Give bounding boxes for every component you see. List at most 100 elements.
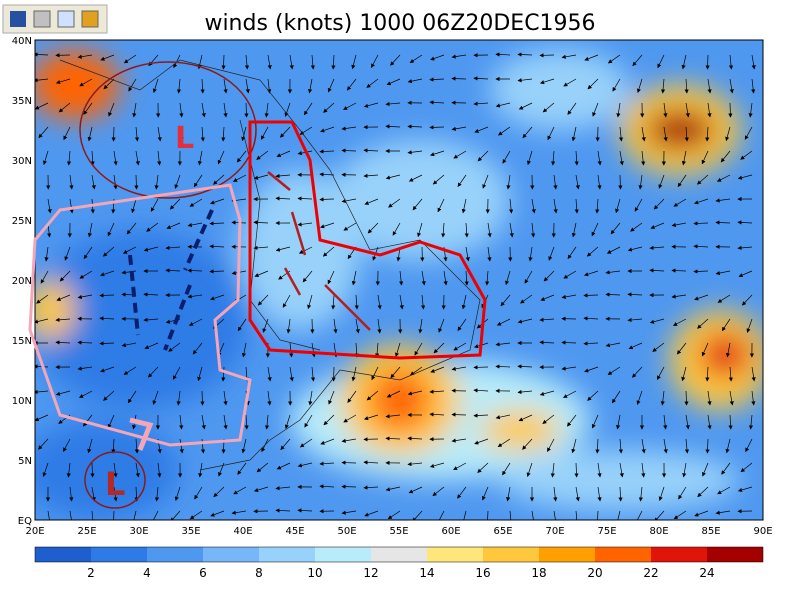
wind-arrow	[542, 102, 555, 113]
wind-arrow	[729, 78, 734, 94]
wind-arrow	[482, 174, 489, 189]
wind-arrow	[386, 390, 401, 398]
wind-arrow	[331, 294, 336, 310]
wind-arrow	[127, 390, 137, 404]
wind-arrow	[715, 510, 731, 515]
wind-arrow	[232, 174, 247, 182]
wind-arrow	[366, 78, 379, 88]
wind-arrow	[412, 198, 423, 211]
wind-arrow	[304, 414, 313, 428]
wind-arrow	[751, 54, 756, 70]
wind-arrow	[286, 318, 291, 334]
wind-arrow	[367, 222, 379, 234]
colorbar-swatch	[259, 547, 315, 562]
wind-arrow	[539, 390, 555, 396]
export-button[interactable]	[81, 10, 99, 28]
wind-arrow	[627, 292, 643, 297]
wind-arrow	[701, 342, 709, 357]
wind-arrow	[671, 222, 687, 228]
wind-arrow	[658, 486, 665, 501]
wind-arrow	[253, 245, 269, 250]
wind-arrow	[253, 174, 269, 180]
wind-arrow	[571, 126, 577, 142]
wind-arrow	[35, 364, 49, 369]
wind-arrow	[715, 198, 731, 203]
wind-arrow	[607, 366, 621, 375]
wind-arrow	[90, 150, 95, 166]
wind-arrow	[618, 126, 624, 142]
save-button[interactable]	[10, 11, 26, 27]
wind-arrow	[725, 126, 731, 142]
wind-arrow	[505, 270, 511, 286]
colorbar-label: 6	[199, 566, 207, 580]
wind-arrow	[99, 293, 115, 298]
wind-arrow	[341, 126, 357, 131]
wind-arrow	[134, 438, 139, 454]
wind-arrow	[485, 270, 490, 286]
wind-arrow	[509, 510, 512, 520]
wind-arrow	[42, 150, 49, 166]
wind-arrow	[737, 245, 753, 251]
email-button[interactable]	[57, 10, 75, 28]
wind-arrow	[567, 246, 577, 260]
lat-label: 20N	[12, 276, 32, 287]
wind-arrow	[351, 366, 357, 382]
wind-arrow	[705, 54, 710, 70]
wind-arrow	[409, 54, 423, 63]
wind-arrow	[619, 150, 624, 166]
wind-arrow	[327, 270, 335, 285]
wind-arrow	[298, 246, 313, 254]
wind-arrow	[355, 318, 360, 334]
wind-arrow	[567, 414, 577, 427]
wind-arrow	[595, 438, 600, 454]
wind-arrow	[341, 438, 357, 443]
wind-arrow	[289, 366, 294, 382]
wind-arrow	[526, 462, 533, 477]
wind-arrow	[676, 342, 687, 355]
wind-arrow	[64, 246, 71, 261]
wind-arrow	[399, 294, 404, 310]
wind-arrow	[55, 78, 71, 85]
wind-arrow	[201, 102, 206, 118]
wind-arrow	[451, 412, 467, 417]
wind-arrow	[520, 294, 533, 304]
wind-arrow	[495, 52, 511, 57]
wind-arrow	[495, 342, 511, 347]
wind-arrow	[657, 54, 665, 69]
wind-arrow	[563, 270, 577, 279]
wind-arrow	[297, 196, 313, 201]
wind-arrow	[221, 366, 226, 382]
wind-arrow	[143, 292, 159, 297]
print-button[interactable]	[33, 10, 51, 28]
wind-arrow	[473, 101, 489, 106]
wind-arrow	[213, 486, 225, 498]
wind-arrow	[319, 172, 335, 177]
wind-arrow	[346, 78, 357, 91]
wind-arrow	[707, 102, 712, 118]
wind-arrow	[694, 198, 709, 205]
wind-arrow	[99, 341, 115, 346]
wind-arrow	[701, 150, 709, 165]
colorbar-label: 14	[419, 566, 434, 580]
wind-arrow	[430, 366, 445, 373]
wind-arrow	[179, 438, 184, 454]
lon-label: 30E	[129, 526, 148, 537]
wind-arrow	[740, 150, 753, 160]
lon-label: 35E	[181, 526, 200, 537]
wind-arrow	[210, 198, 225, 205]
wind-arrow	[595, 198, 600, 214]
wind-arrow	[385, 174, 401, 180]
low-label: L	[175, 121, 194, 156]
wind-arrow	[477, 462, 489, 474]
wind-arrow	[574, 150, 579, 166]
colorbar-swatch	[707, 547, 763, 562]
wind-arrow	[241, 438, 247, 454]
wind-arrow	[371, 366, 379, 381]
wind-arrow	[663, 126, 668, 142]
wind-arrow	[684, 390, 689, 406]
wind-arrow	[55, 317, 71, 322]
wind-arrow	[517, 318, 533, 324]
wind-arrow	[553, 510, 556, 520]
wind-arrow	[693, 221, 709, 226]
